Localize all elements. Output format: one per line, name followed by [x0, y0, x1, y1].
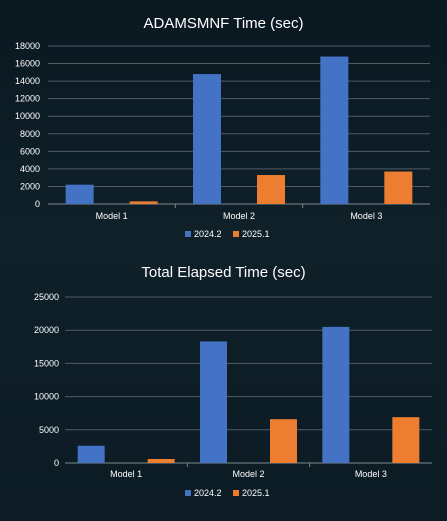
category-label: Model 3 — [355, 469, 387, 479]
bar-2024-2-model-1 — [65, 184, 94, 204]
legend-swatch — [185, 231, 191, 237]
bar-2025-1-model-1 — [147, 459, 175, 463]
chart-svg-adamsmnf: ADAMSMNF Time (sec) 0 2000 4000 6000 8000 1000… — [15, 15, 430, 239]
chart-adamsmnf-time: ADAMSMNF Time (sec) 0 2000 4000 6000 8000 1000… — [0, 0, 447, 260]
y-tick-label: 15000 — [34, 358, 59, 368]
bar-2025-1-model-2 — [270, 419, 297, 463]
chart-total-elapsed-time: Total Elapsed Time (sec) 0 5000 10000 15000 2… — [0, 260, 447, 521]
bar-2025-1-model-1 — [129, 201, 158, 204]
legend-label: 2024.2 — [194, 488, 222, 498]
y-tick-label: 12000 — [15, 94, 40, 104]
bar-2024-2-model-2 — [200, 341, 227, 463]
y-tick-label: 18000 — [15, 41, 40, 51]
bar-2025-1-model-3 — [384, 171, 413, 204]
legend-swatch — [233, 490, 239, 496]
y-tick-label: 20000 — [34, 325, 59, 335]
category-label: Model 1 — [96, 211, 128, 221]
chart-title: ADAMSMNF Time (sec) — [143, 15, 303, 32]
category-label: Model 2 — [223, 211, 255, 221]
bar-2025-1-model-2 — [257, 175, 285, 204]
category-label: Model 2 — [232, 469, 264, 479]
y-tick-label: 25000 — [34, 292, 59, 302]
chart-svg-total-elapsed: Total Elapsed Time (sec) 0 5000 10000 15000 2… — [34, 264, 432, 498]
legend-swatch — [185, 490, 191, 496]
y-tick-label: 10000 — [34, 392, 59, 402]
bar-2024-2-model-2 — [193, 74, 221, 204]
category-label: Model 3 — [350, 211, 382, 221]
bar-2024-2-model-3 — [320, 56, 349, 205]
legend-label: 2025.1 — [242, 229, 270, 239]
y-tick-label: 0 — [54, 458, 59, 468]
y-tick-label: 8000 — [20, 129, 40, 139]
legend-swatch — [233, 231, 239, 237]
legend-label: 2025.1 — [242, 488, 270, 498]
y-tick-label: 0 — [35, 199, 40, 209]
y-tick-label: 4000 — [20, 164, 40, 174]
legend-label: 2024.2 — [194, 229, 222, 239]
bar-2024-2-model-3 — [322, 326, 350, 463]
bar-2025-1-model-3 — [392, 417, 420, 463]
chart-title: Total Elapsed Time (sec) — [141, 264, 305, 281]
y-tick-label: 10000 — [15, 111, 40, 121]
y-tick-label: 6000 — [20, 146, 40, 156]
y-tick-label: 2000 — [20, 181, 40, 191]
y-tick-label: 5000 — [39, 425, 59, 435]
bar-2024-2-model-1 — [77, 445, 105, 463]
category-label: Model 1 — [110, 469, 142, 479]
y-tick-label: 14000 — [15, 76, 40, 86]
y-tick-label: 16000 — [15, 59, 40, 69]
